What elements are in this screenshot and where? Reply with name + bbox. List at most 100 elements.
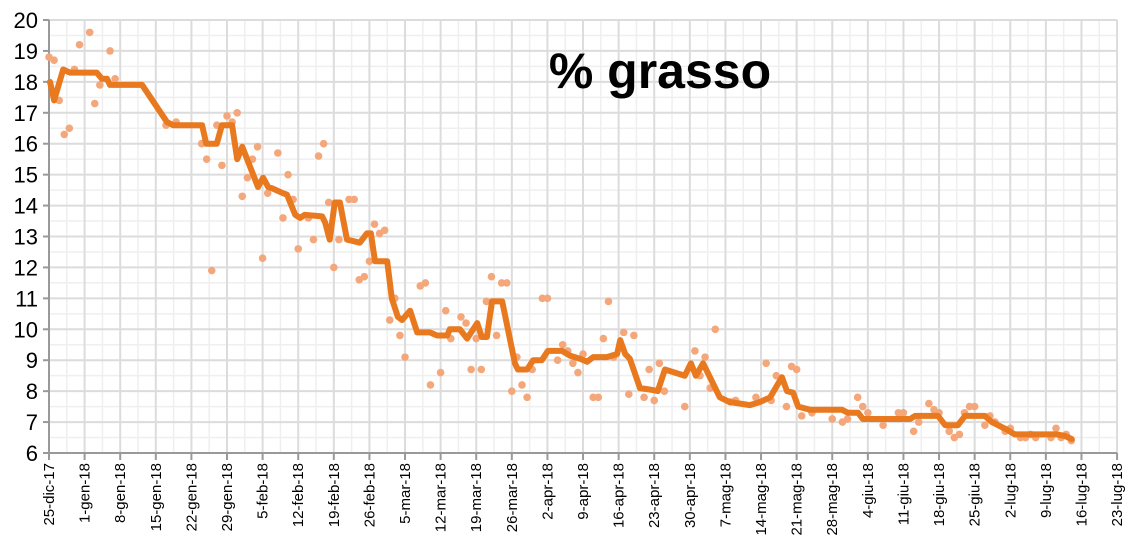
- data-point: [625, 390, 633, 399]
- y-tick-label: 18: [14, 70, 38, 95]
- x-tick-label: 12-mar-18: [433, 463, 450, 532]
- data-point: [645, 365, 653, 374]
- data-point: [294, 245, 303, 253]
- data-point: [365, 257, 374, 266]
- data-point: [518, 381, 526, 389]
- data-point: [324, 198, 333, 207]
- chart-title: % grasso: [549, 43, 771, 99]
- data-point: [396, 331, 404, 340]
- data-point: [925, 399, 933, 408]
- x-tick-label: 25-dic-17: [41, 463, 58, 526]
- data-point: [223, 112, 231, 120]
- data-point: [426, 381, 435, 389]
- data-point: [691, 347, 699, 355]
- x-tick-label: 19-mar-18: [468, 463, 485, 532]
- x-tick-label: 14-mag-18: [753, 463, 770, 536]
- data-point: [380, 226, 389, 235]
- data-point: [502, 279, 511, 287]
- y-tick-label: 12: [14, 255, 38, 280]
- data-point: [955, 430, 964, 439]
- data-point: [401, 353, 409, 361]
- x-tick-label: 16-apr-18: [611, 463, 628, 528]
- x-tick-label: 28-mag-18: [824, 463, 841, 536]
- x-axis-ticks: 25-dic-17 1-gen-18 8-gen-18 15-gen-18 22-gen…: [41, 453, 1126, 536]
- y-tick-label: 14: [14, 194, 38, 219]
- x-tick-label: 9-lug-18: [1038, 463, 1055, 518]
- data-point: [90, 99, 99, 108]
- data-point: [914, 418, 923, 426]
- data-point: [752, 393, 760, 402]
- data-point: [594, 393, 603, 402]
- data-point: [50, 56, 58, 65]
- data-point: [487, 272, 496, 281]
- data-point: [330, 263, 338, 272]
- y-tick-label: 19: [14, 39, 38, 64]
- x-tick-label: 1-gen-18: [77, 463, 94, 523]
- data-point: [350, 195, 358, 204]
- data-point: [523, 393, 531, 402]
- y-tick-label: 8: [26, 379, 38, 404]
- data-point: [65, 124, 74, 133]
- data-point: [238, 192, 247, 201]
- x-tick-label: 12-feb-18: [290, 463, 307, 527]
- data-point: [660, 387, 669, 395]
- data-point: [772, 371, 781, 380]
- x-tick-label: 18-giu-18: [931, 463, 948, 526]
- x-tick-label: 21-mag-18: [789, 463, 806, 536]
- data-point: [274, 149, 282, 157]
- data-point: [970, 402, 979, 411]
- data-point: [640, 393, 648, 402]
- data-point: [701, 353, 709, 361]
- x-tick-label: 23-apr-18: [646, 463, 663, 528]
- data-point: [655, 359, 664, 368]
- x-tick-label: 19-feb-18: [326, 463, 343, 527]
- data-point: [457, 313, 465, 321]
- data-point: [797, 412, 806, 420]
- data-point: [258, 254, 267, 262]
- y-axis-ticks: 6 7 8 9 10 11 12 13 14 15 16 17 18 19 20: [14, 8, 49, 466]
- data-point: [462, 319, 470, 327]
- trend-line: [47, 66, 1075, 443]
- data-point: [762, 359, 770, 368]
- data-point: [792, 365, 801, 374]
- data-point: [314, 152, 323, 160]
- data-point: [482, 297, 491, 306]
- x-tick-label: 26-mar-18: [504, 463, 521, 532]
- data-point: [284, 170, 292, 179]
- x-tick-label: 2-lug-18: [1002, 463, 1019, 518]
- data-point: [909, 427, 918, 436]
- data-point: [492, 331, 501, 340]
- data-point: [75, 40, 84, 49]
- measurement-points: [45, 28, 1076, 445]
- data-point: [843, 415, 852, 423]
- data-point: [1052, 424, 1060, 433]
- data-point: [467, 365, 475, 374]
- data-point: [85, 28, 94, 37]
- x-tick-label: 7-mag-18: [717, 463, 734, 527]
- x-tick-label: 23-lug-18: [1109, 463, 1126, 526]
- x-tick-label: 8-gen-18: [112, 463, 129, 523]
- data-point: [279, 214, 287, 222]
- x-tick-label: 4-giu-18: [860, 463, 877, 518]
- data-point: [207, 266, 216, 275]
- data-point: [828, 415, 837, 423]
- x-tick-label: 26-feb-18: [361, 463, 378, 527]
- x-tick-label: 5-feb-18: [255, 463, 272, 519]
- x-tick-label: 16-lug-18: [1073, 463, 1090, 526]
- data-point: [574, 368, 582, 377]
- y-tick-label: 10: [14, 317, 38, 342]
- data-point: [441, 306, 450, 315]
- data-point: [60, 130, 69, 139]
- x-tick-label: 5-mar-18: [397, 463, 414, 524]
- data-point: [309, 235, 318, 244]
- data-point: [472, 334, 481, 343]
- data-point: [253, 143, 262, 151]
- data-point: [385, 316, 394, 324]
- data-point: [243, 173, 252, 182]
- data-point: [319, 139, 328, 148]
- data-point: [599, 334, 608, 343]
- data-point: [111, 74, 119, 83]
- x-tick-label: 15-gen-18: [148, 463, 165, 531]
- x-tick-label: 9-apr-18: [575, 463, 592, 520]
